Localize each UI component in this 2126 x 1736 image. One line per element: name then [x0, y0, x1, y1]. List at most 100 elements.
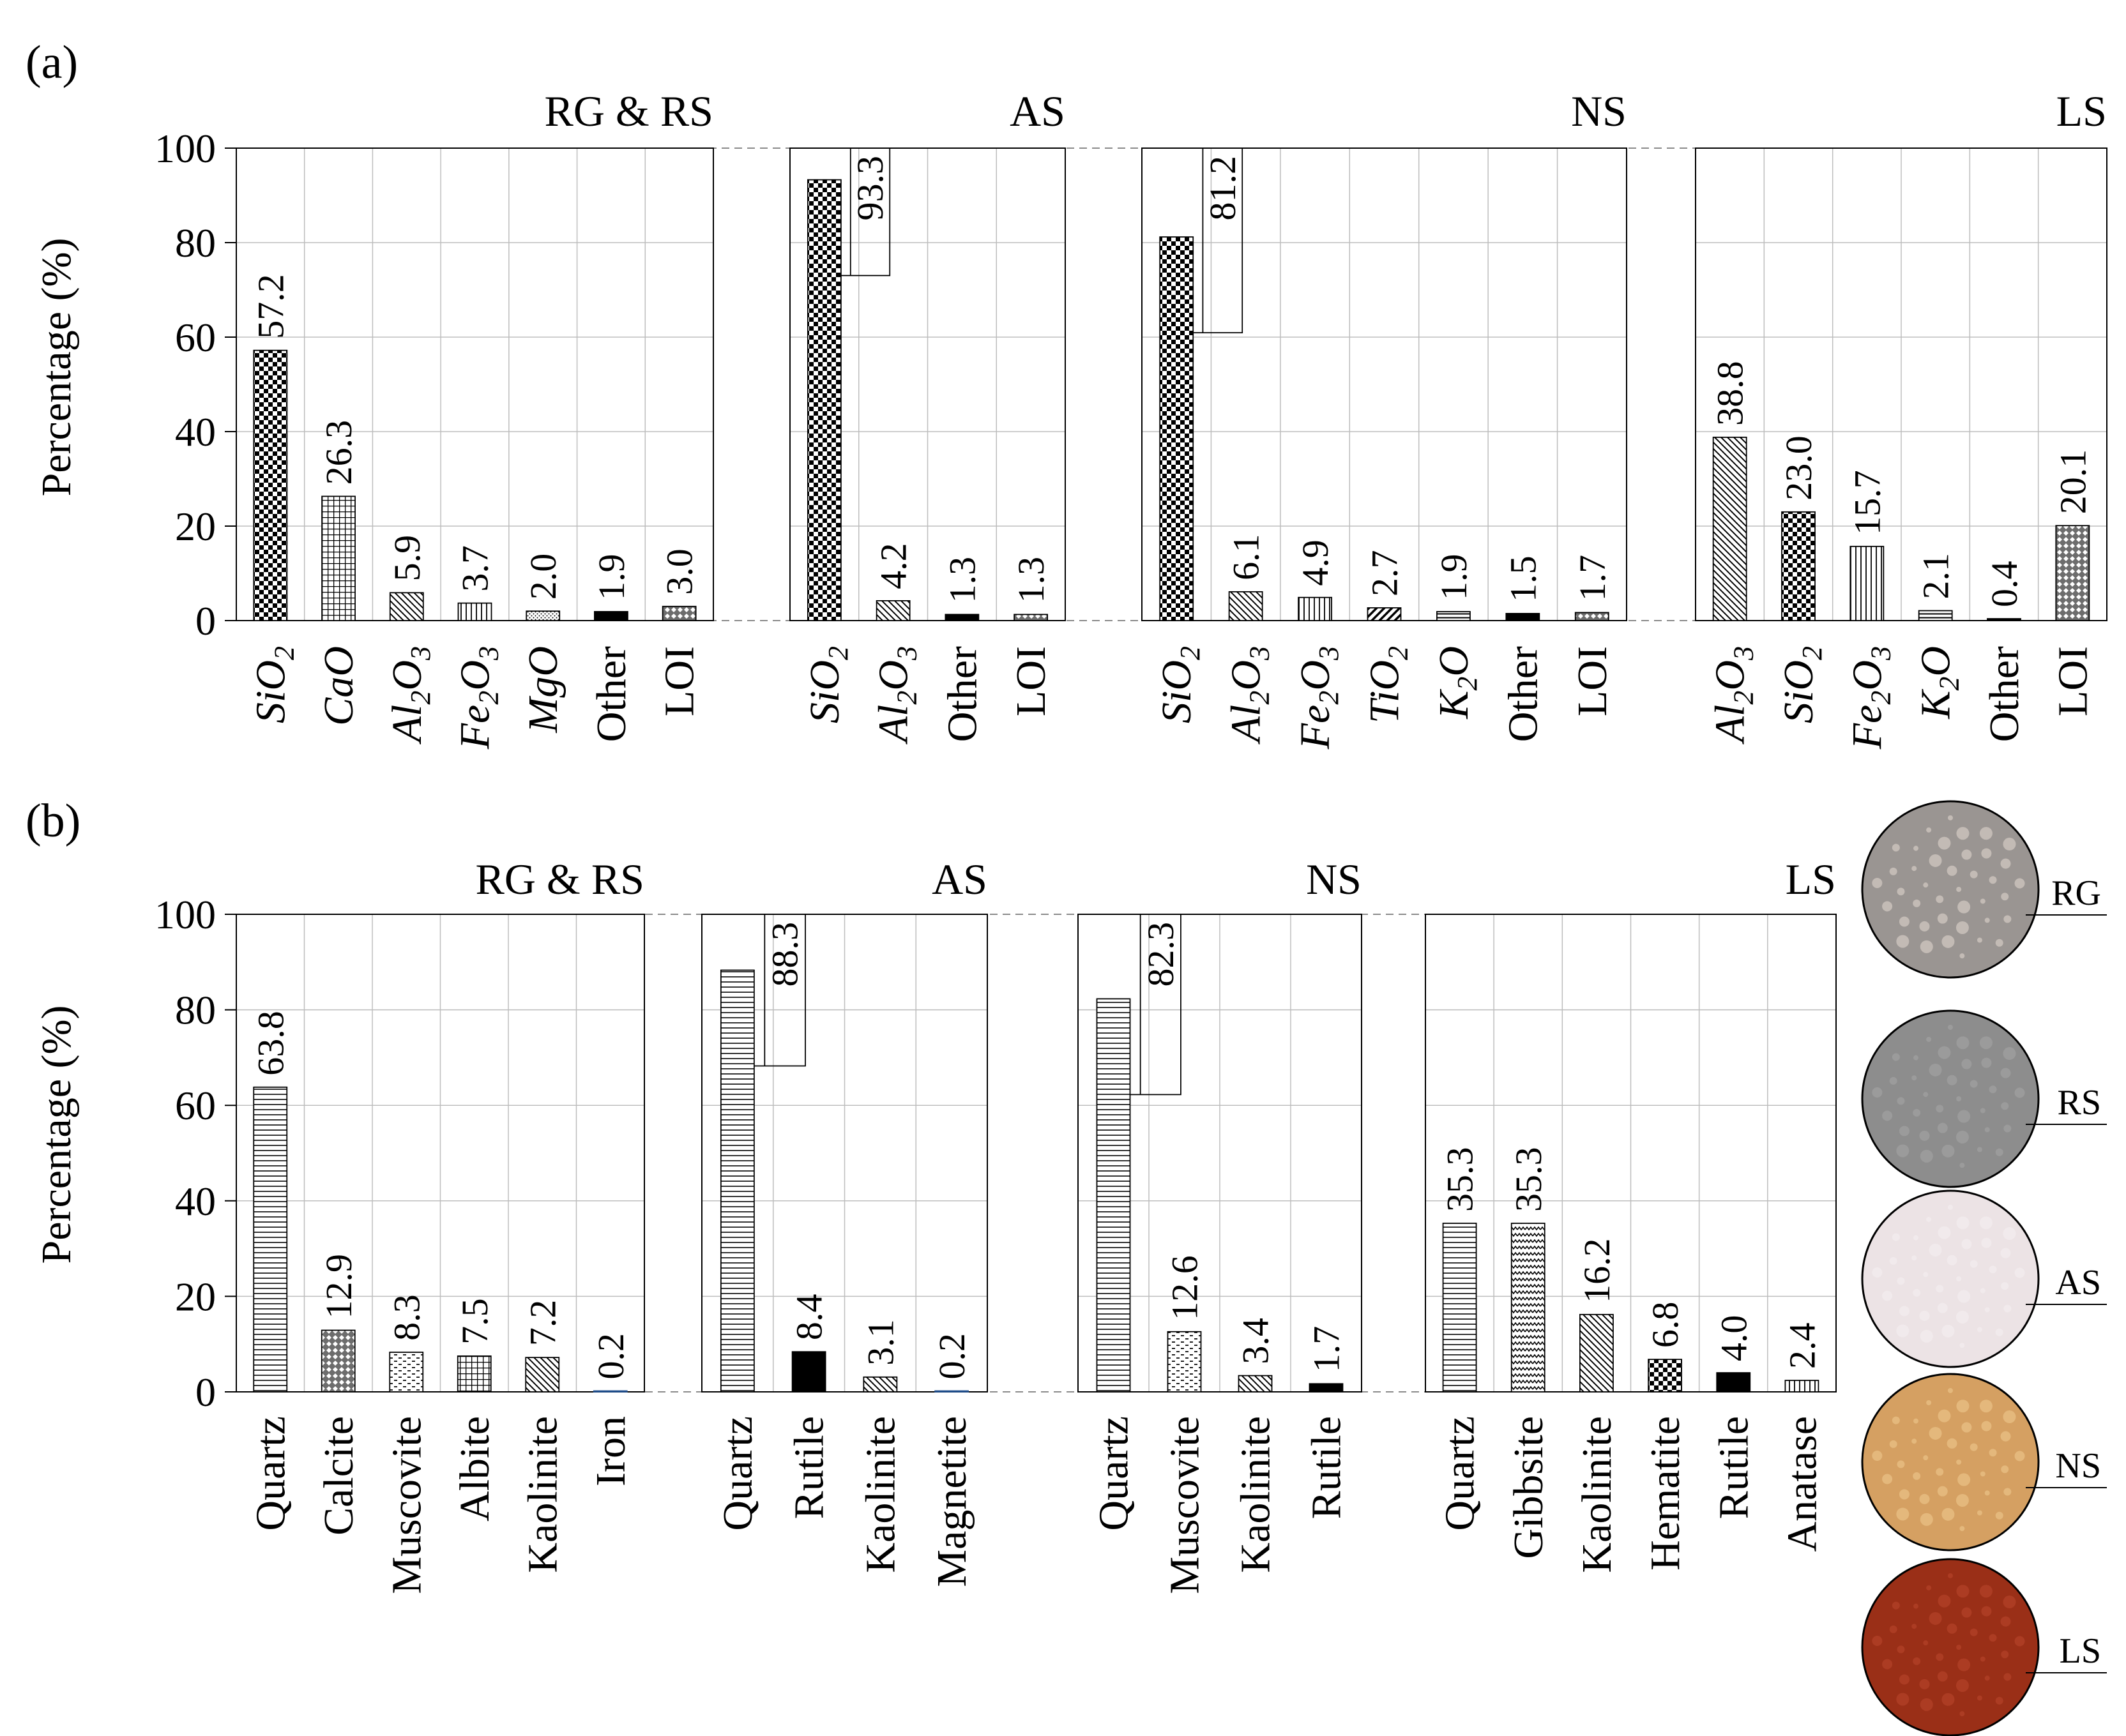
chart-title: RG & RS — [544, 87, 713, 135]
sample-texture — [1899, 1674, 1910, 1685]
y-tick-label: 20 — [175, 1274, 216, 1319]
sample-texture — [1980, 898, 1986, 904]
y-tick-label: 60 — [175, 1083, 216, 1128]
bar — [457, 1355, 492, 1393]
sample-texture — [1938, 1409, 1951, 1423]
bar — [1918, 610, 1953, 621]
category-text: Fe — [1844, 705, 1890, 750]
sample-texture — [1892, 1053, 1900, 1061]
category-label: SiO2 — [1775, 646, 1828, 723]
sample-texture — [1977, 1695, 1982, 1701]
bar — [253, 1086, 288, 1393]
data-label: 2.4 — [1781, 1323, 1823, 1370]
sample-texture — [1979, 1036, 1993, 1050]
category-label: Kaolinite — [1233, 1416, 1279, 1573]
data-label: 0.4 — [1984, 561, 2025, 608]
sample-texture — [1984, 1490, 1990, 1496]
category-text: Calcite — [315, 1416, 362, 1536]
sample-texture — [1872, 1450, 1883, 1461]
data-label: 93.3 — [849, 156, 891, 221]
sample-texture — [1941, 1507, 1955, 1521]
sample-texture — [1929, 1243, 1942, 1257]
sample-texture — [1981, 1421, 1992, 1431]
sample-texture — [1913, 1055, 1919, 1060]
sample-texture — [1947, 1623, 1957, 1634]
sample-texture — [1929, 854, 1942, 867]
category-label: Al2O3 — [870, 646, 923, 744]
data-label: 35.3 — [1508, 1147, 1549, 1212]
sample-texture — [1977, 1327, 1982, 1332]
category-label: Rutile — [1303, 1416, 1350, 1519]
category-subscript: 2 — [1934, 677, 1965, 691]
sample-texture — [2003, 915, 2012, 923]
sample-texture — [1938, 1046, 1951, 1059]
sample-texture — [1984, 1307, 1990, 1313]
sample-texture — [1872, 1087, 1883, 1098]
data-label: 3.4 — [1235, 1318, 1277, 1364]
sample-texture — [1937, 1302, 1948, 1313]
plot-frame — [789, 147, 1066, 621]
category-label: Al2O3 — [384, 646, 436, 744]
sample-texture — [1959, 1526, 1965, 1532]
category-label: SiO2 — [1153, 646, 1206, 723]
sample-texture — [1913, 1472, 1921, 1480]
sample-texture — [1981, 1606, 1992, 1617]
sample-texture — [1911, 866, 1917, 872]
sample-texture — [1979, 1585, 1993, 1598]
category-text: Al — [1707, 705, 1754, 745]
sample-texture — [1926, 1585, 1932, 1590]
sample-texture — [1995, 1696, 2003, 1705]
sample-texture — [1956, 1460, 1962, 1465]
category-label: Quartz — [1437, 1416, 1484, 1531]
sample-texture — [1919, 1679, 1930, 1689]
category-label: Anatase — [1779, 1416, 1825, 1552]
category-text: Al — [384, 705, 430, 745]
bar — [791, 1351, 826, 1393]
bar — [1987, 618, 2021, 621]
data-label: 23.0 — [1778, 435, 1819, 501]
sample-texture — [1889, 1625, 1897, 1633]
sample-texture — [1882, 1290, 1893, 1301]
chart-panel-b-2: AS 88.3 Quartz 8.4 Rutile 3.1 Kaolinite 0.2 Magn… — [701, 855, 988, 1587]
category-text: Kaolinite — [857, 1416, 904, 1573]
sample-texture — [1941, 935, 1955, 948]
category-text: K — [1431, 689, 1477, 720]
category-label: Albite — [452, 1416, 498, 1521]
sample-as: AS — [1861, 1189, 2107, 1368]
sample-texture — [1919, 1130, 1930, 1141]
sample-texture — [1959, 1711, 1965, 1717]
bar — [662, 605, 697, 621]
sample-texture — [1897, 887, 1905, 896]
data-label: 20.1 — [2052, 449, 2093, 515]
sample-texture — [1980, 1108, 1986, 1113]
sample-texture — [2003, 1047, 2016, 1060]
bar — [1298, 596, 1332, 621]
sample-texture — [1961, 849, 1972, 860]
sample-texture — [1961, 1239, 1972, 1249]
sample-texture — [1936, 1653, 1944, 1661]
category-text: Quartz — [1437, 1416, 1484, 1531]
category-text: Other — [588, 646, 635, 742]
sample-texture — [1948, 1204, 1953, 1210]
category-text: Other — [1981, 646, 2028, 742]
sample-texture — [1989, 876, 1997, 884]
value-leader-line — [840, 148, 891, 276]
category-text: Anatase — [1779, 1416, 1825, 1552]
sample-texture — [1913, 1235, 1919, 1241]
category-text: SiO — [1153, 660, 1200, 723]
sample-label: LS — [2060, 1631, 2101, 1671]
panel-a-label: (a) — [26, 36, 78, 89]
sample-label: RS — [2058, 1083, 2102, 1122]
bar — [1574, 612, 1609, 621]
bar — [720, 969, 755, 1393]
bar — [593, 1390, 628, 1393]
bar — [457, 602, 492, 621]
category-text: Hematite — [1642, 1416, 1689, 1571]
data-label: 81.2 — [1202, 156, 1243, 221]
bar — [321, 1329, 356, 1393]
sample-texture — [2000, 1248, 2011, 1258]
sample-texture — [1955, 1679, 1969, 1692]
sample-texture — [1936, 1105, 1944, 1113]
data-label: 1.7 — [1306, 1326, 1348, 1373]
category-subscript: 3 — [1244, 646, 1275, 661]
